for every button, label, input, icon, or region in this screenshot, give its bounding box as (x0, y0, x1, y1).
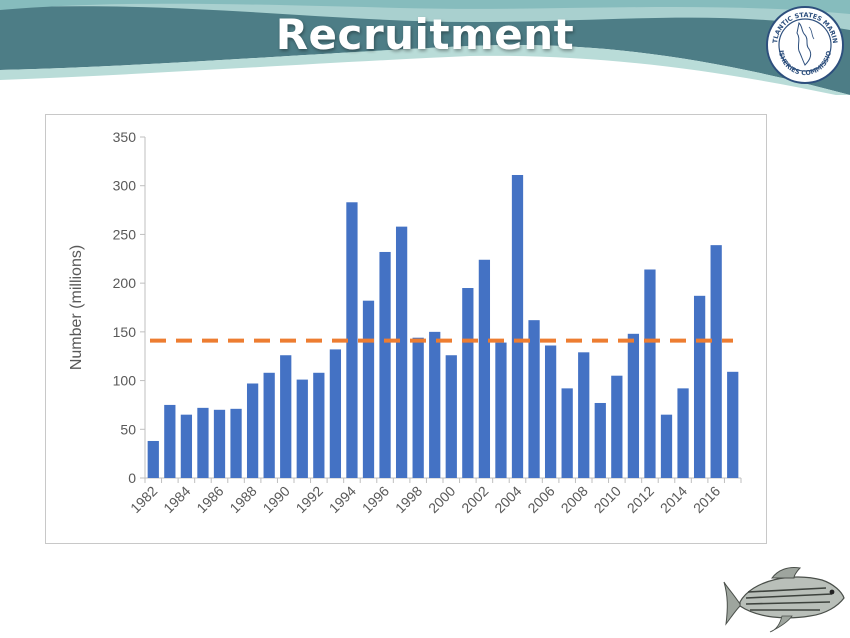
x-tick-label: 2012 (624, 483, 657, 516)
slide-header-banner (0, 0, 850, 95)
asmfc-seal-logo: ATLANTIC STATES MARINE FISHERIES COMMISS… (765, 5, 844, 84)
x-tick-label: 1994 (326, 483, 359, 516)
bar-1996 (379, 251, 391, 478)
x-tick-label: 1990 (259, 483, 292, 516)
bar-1998 (412, 337, 424, 478)
x-tick-label: 1988 (226, 483, 259, 516)
bar-2009 (594, 402, 606, 478)
x-tick-label: 2006 (524, 483, 557, 516)
x-tick-label: 1998 (392, 483, 425, 516)
bar-1989 (263, 372, 275, 478)
recruitment-bar-chart: 0 50 100 150 200 250 300 350 Number (millions) 19… (68, 129, 742, 516)
x-tick-label: 2004 (491, 483, 524, 516)
x-tick-label: 2010 (591, 483, 624, 516)
bar-1982 (147, 440, 159, 478)
bar-2017 (727, 371, 739, 478)
bar-2011 (627, 333, 640, 478)
bar-2005 (528, 320, 540, 478)
y-tick-label: 200 (113, 275, 137, 291)
bar-2007 (561, 388, 573, 478)
bar-1995 (362, 300, 375, 478)
y-axis-label: Number (millions) (68, 245, 85, 370)
bar-1999 (429, 331, 441, 478)
bar-2002 (478, 259, 491, 478)
x-tick-label: 1984 (160, 483, 193, 516)
bar-2010 (611, 375, 623, 478)
bar-2013 (660, 414, 673, 478)
x-tick-label: 2016 (690, 483, 723, 516)
bar-2015 (693, 295, 706, 478)
bar-2016 (710, 245, 722, 478)
slide-title: Recruitment (275, 10, 575, 59)
bar-1986 (213, 409, 226, 478)
y-tick-label: 50 (120, 421, 136, 437)
bar-1997 (395, 226, 408, 478)
x-tick-label: 2000 (425, 483, 458, 516)
bar-1988 (246, 383, 259, 478)
x-tick-label: 1986 (193, 483, 226, 516)
bar-2001 (462, 288, 474, 478)
bar-1993 (329, 349, 342, 478)
x-tick-label: 2014 (657, 483, 690, 516)
y-tick-label: 300 (113, 178, 137, 194)
x-tick-label: 1992 (293, 483, 326, 516)
y-tick-label: 0 (128, 470, 136, 486)
bar-2006 (544, 345, 557, 478)
x-tick-label: 1996 (359, 483, 392, 516)
bar-1991 (296, 379, 308, 478)
x-tick-label: 1982 (127, 483, 160, 516)
y-tick-label: 250 (113, 226, 137, 242)
y-tick-label: 150 (113, 324, 137, 340)
bar-2008 (578, 352, 590, 478)
bar-1983 (164, 404, 176, 478)
bar-1985 (197, 407, 209, 478)
y-tick-label: 100 (113, 373, 137, 389)
striped-bass-icon (723, 567, 845, 633)
x-tick-label: 2008 (557, 483, 590, 516)
bar-1990 (280, 355, 292, 478)
bar-2004 (511, 174, 524, 479)
bar-2012 (644, 269, 656, 478)
y-tick-label: 350 (113, 129, 137, 145)
bar-2000 (445, 355, 457, 478)
bar-2014 (677, 388, 689, 478)
bar-1992 (313, 372, 325, 478)
bar-1994 (346, 202, 358, 478)
bar-1984 (180, 414, 193, 478)
x-tick-label: 2002 (458, 483, 491, 516)
bar-2003 (495, 342, 507, 478)
bar-1987 (230, 408, 242, 478)
